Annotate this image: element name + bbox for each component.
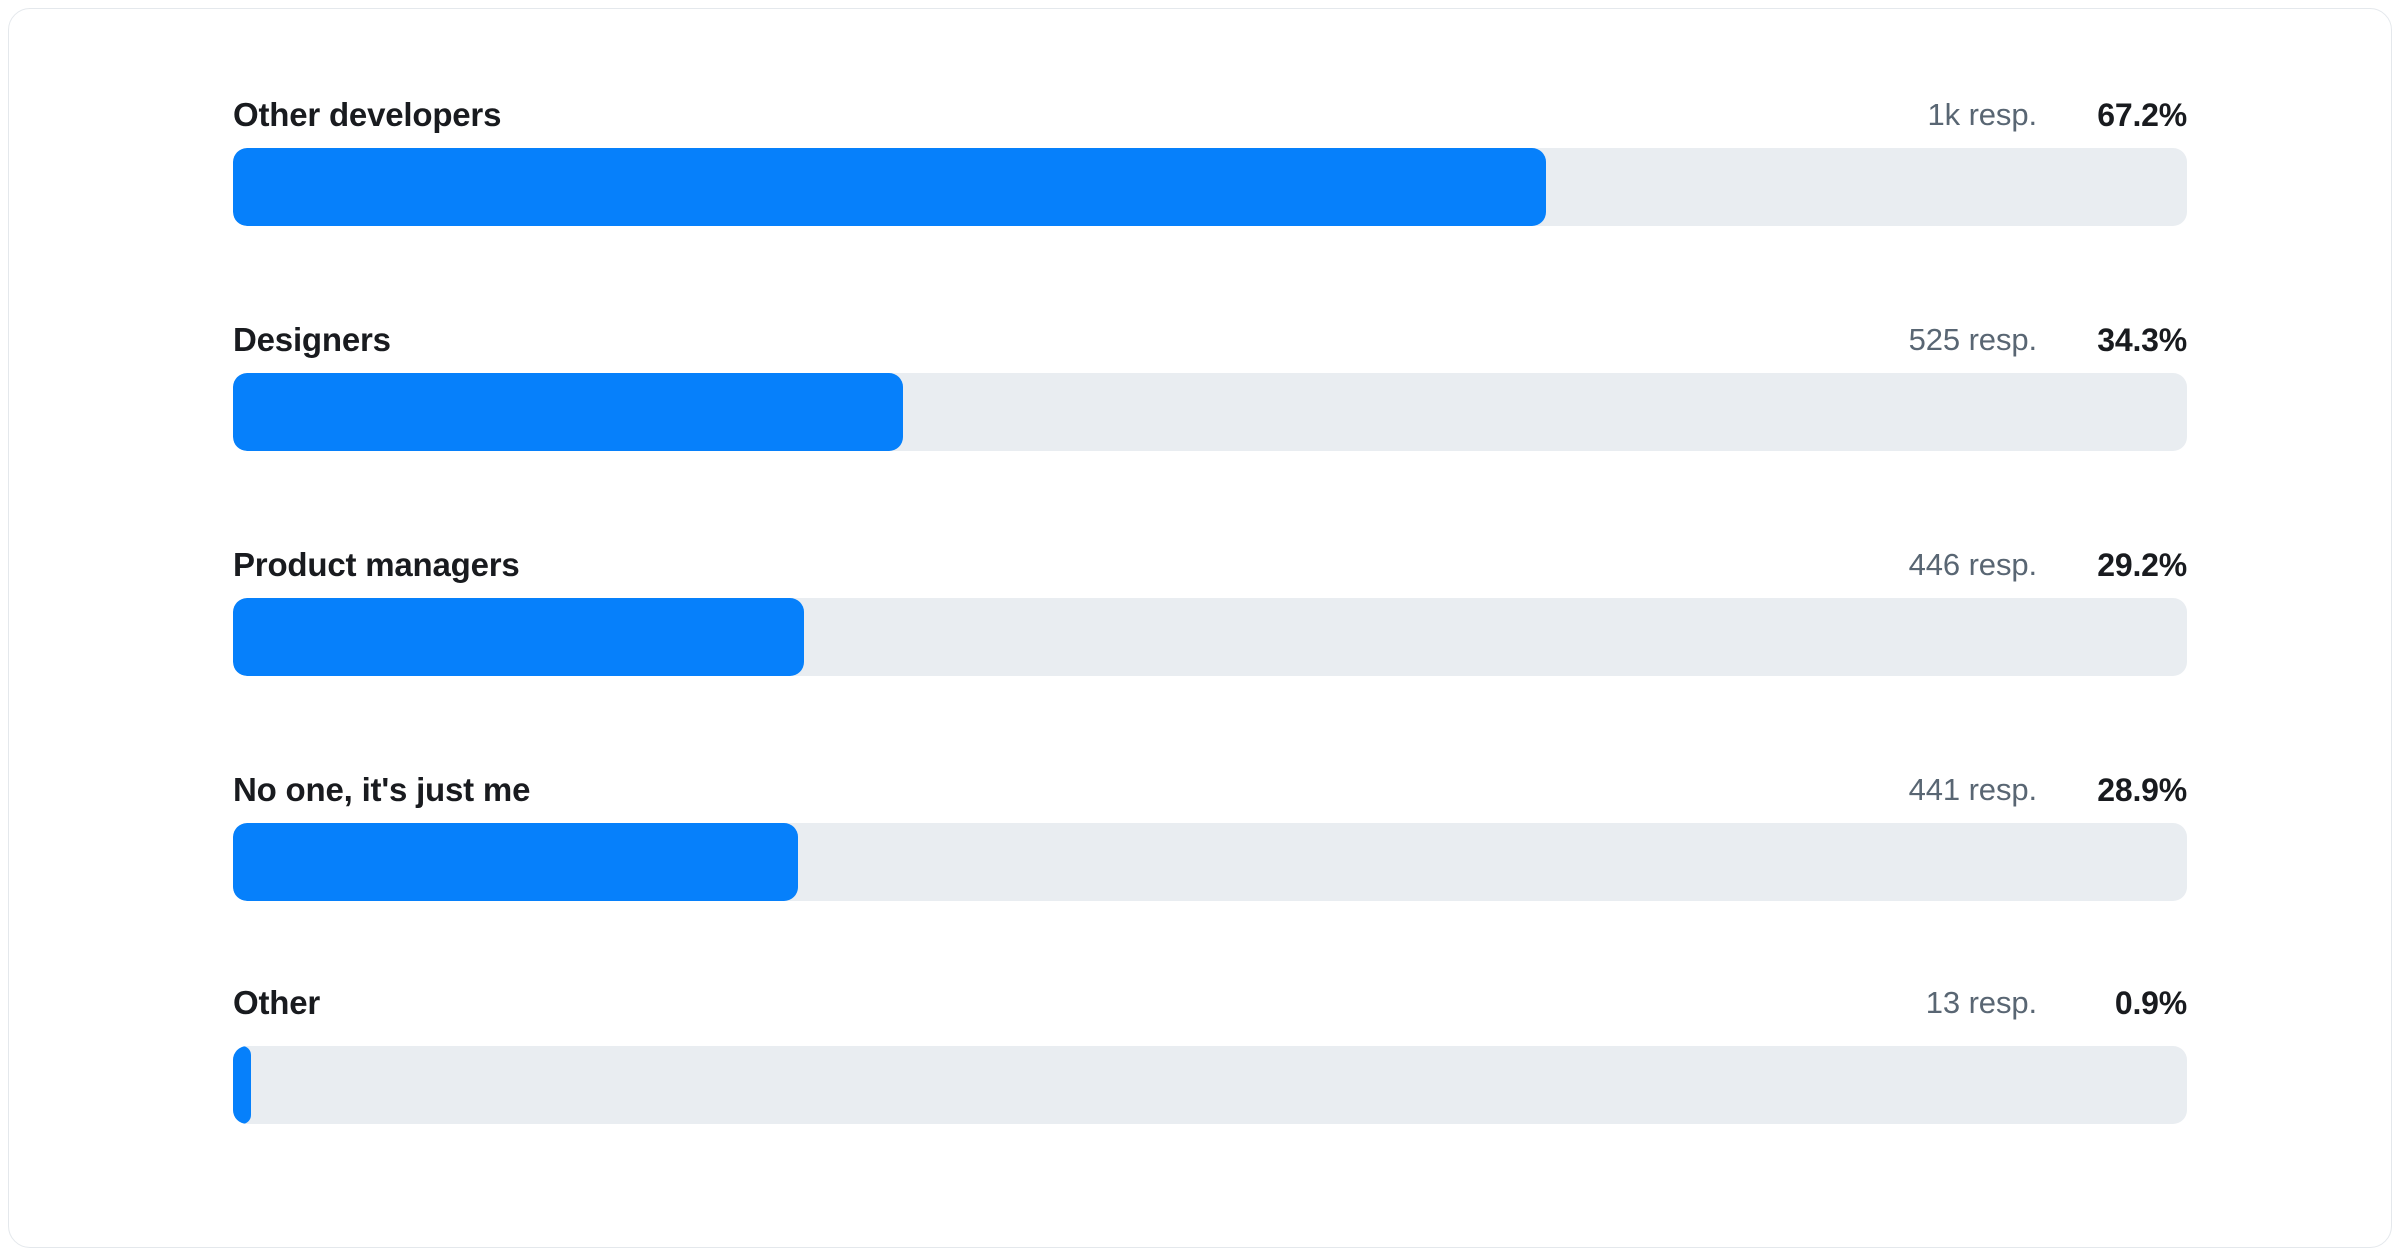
bar-row-header: Designers 525 resp. 34.3%: [233, 312, 2187, 368]
bar-fill: [233, 373, 904, 451]
bar-row-values: 1k resp. 67.2%: [1927, 87, 2188, 143]
bar-row-values: 525 resp. 34.3%: [1908, 312, 2188, 368]
bar-track: [233, 373, 2187, 451]
bar-row-values: 13 resp. 0.9%: [1926, 975, 2187, 1031]
bar-row-percent: 34.3%: [2097, 321, 2187, 358]
bar-row-response-count: 13 resp.: [1925, 985, 2037, 1020]
bar-row-response-count: 446 resp.: [1908, 547, 2037, 582]
bar-row-header: No one, it's just me 441 resp. 28.9%: [233, 762, 2187, 818]
bar-row-percent: 0.9%: [2114, 984, 2187, 1021]
bar-row[interactable]: Other developers 1k resp. 67.2%: [233, 87, 2187, 226]
bar-row-response-count: 1k resp.: [1927, 97, 2038, 132]
bar-row-label: Product managers: [233, 546, 520, 583]
bar-track: [233, 148, 2187, 226]
bar-fill: [233, 1046, 251, 1124]
bar-row-response-count: 525 resp.: [1908, 322, 2037, 357]
bar-row-header: Other 13 resp. 0.9%: [233, 975, 2187, 1031]
survey-results-card: Other developers 1k resp. 67.2% Designer…: [8, 8, 2392, 1248]
bar-row-label: Other developers: [233, 96, 502, 133]
bar-row[interactable]: Product managers 446 resp. 29.2%: [233, 537, 2187, 676]
bar-row-response-count: 441 resp.: [1908, 772, 2037, 807]
bar-row-percent: 28.9%: [2097, 771, 2187, 808]
bar-row-values: 446 resp. 29.2%: [1908, 537, 2188, 593]
horizontal-bar-chart: Other developers 1k resp. 67.2% Designer…: [233, 9, 2187, 1247]
bar-row-label: No one, it's just me: [233, 771, 531, 808]
bar-row-percent: 29.2%: [2097, 546, 2187, 583]
bar-row-header: Product managers 446 resp. 29.2%: [233, 537, 2187, 593]
bar-track: [233, 598, 2187, 676]
bar-row-percent: 67.2%: [2097, 96, 2187, 133]
bar-fill: [233, 598, 804, 676]
bar-track: [233, 823, 2187, 901]
bar-row-header: Other developers 1k resp. 67.2%: [233, 87, 2187, 143]
bar-track: [233, 1046, 2187, 1124]
bar-row-label: Other: [233, 984, 321, 1021]
bar-row-label: Designers: [233, 321, 391, 358]
bar-row[interactable]: No one, it's just me 441 resp. 28.9%: [233, 762, 2187, 901]
bar-fill: [233, 823, 798, 901]
bar-row-values: 441 resp. 28.9%: [1908, 762, 2188, 818]
bar-row[interactable]: Designers 525 resp. 34.3%: [233, 312, 2187, 451]
bar-row[interactable]: Other 13 resp. 0.9%: [233, 975, 2187, 1124]
bar-fill: [233, 148, 1547, 226]
